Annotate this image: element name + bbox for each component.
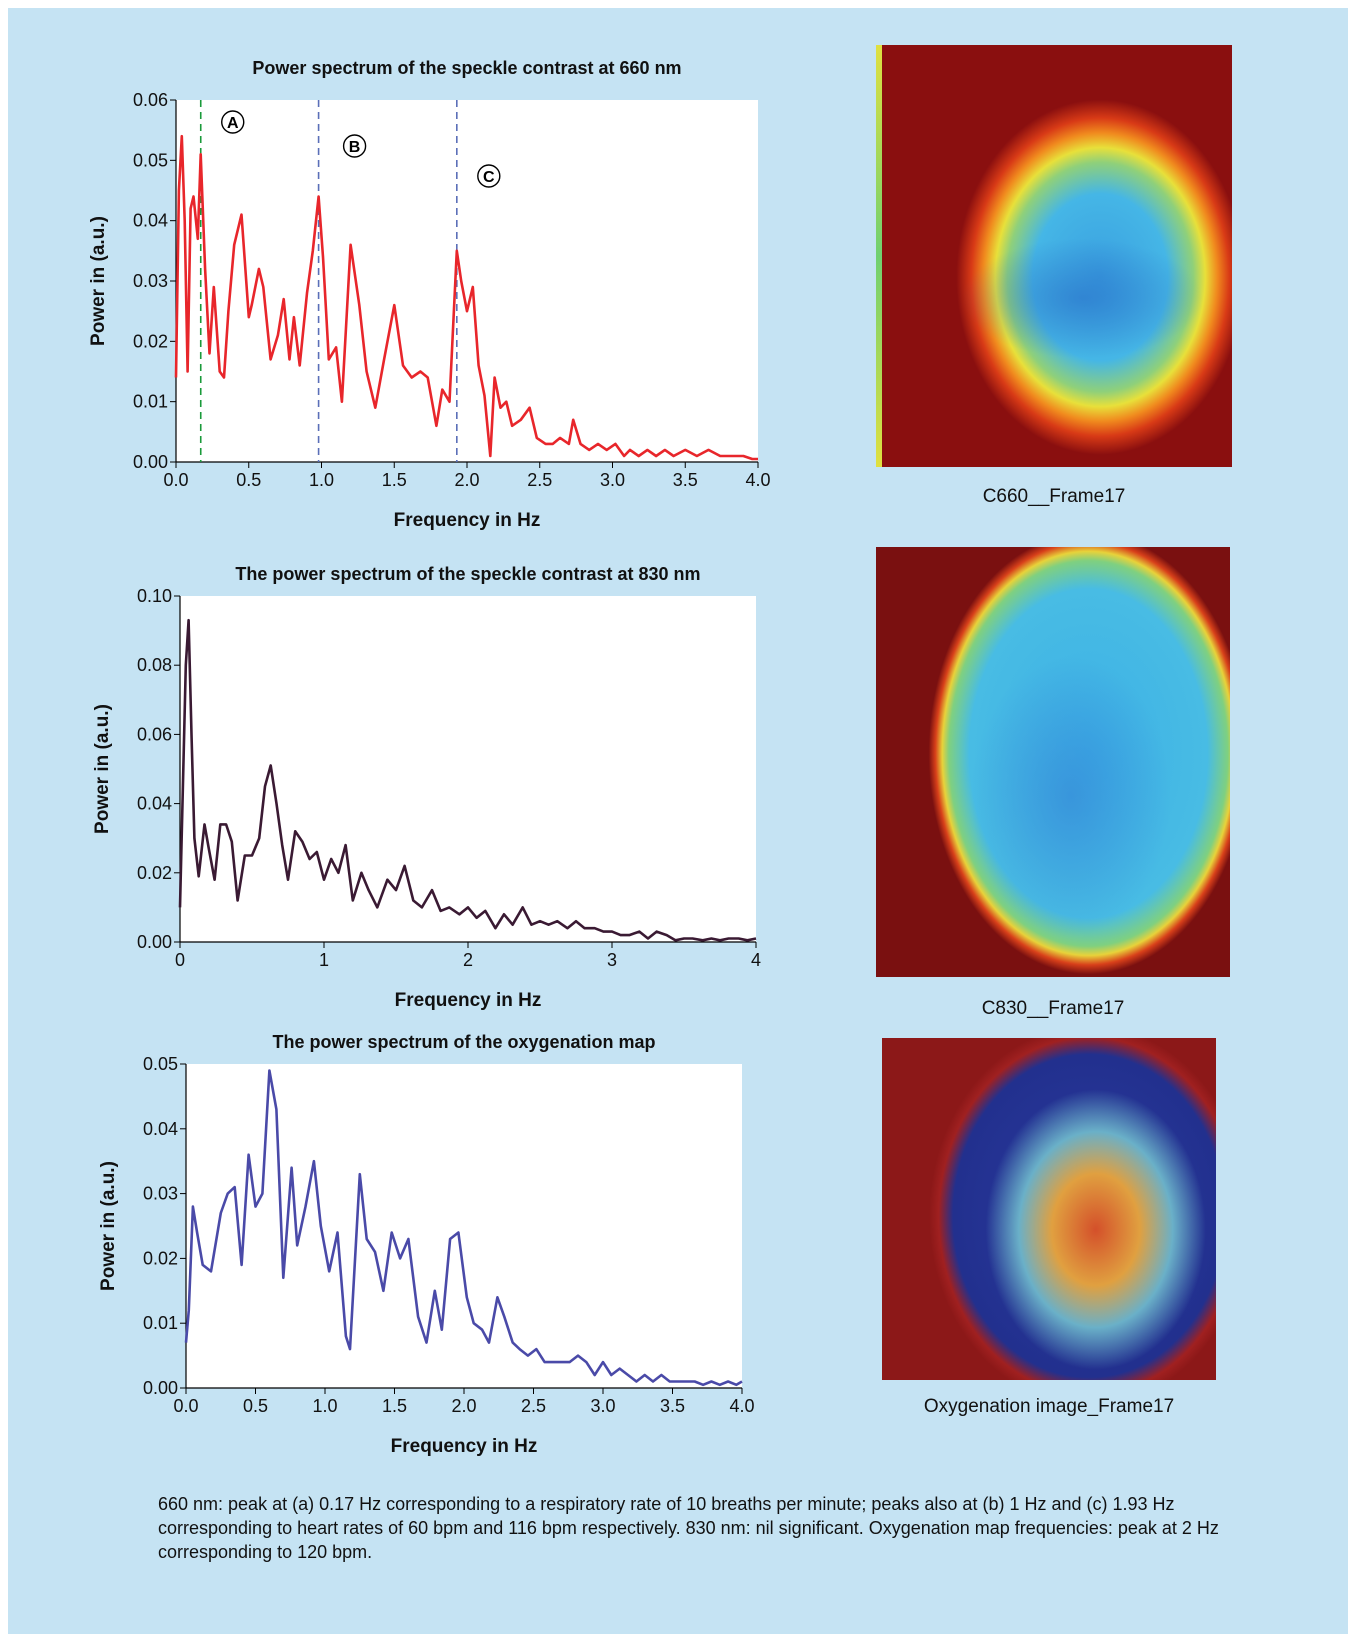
x-tick-label: 2.0: [451, 1396, 476, 1416]
x-tick-label: 1.5: [382, 1396, 407, 1416]
y-tick-label: 0.04: [137, 794, 172, 814]
y-tick-label: 0.04: [133, 211, 168, 231]
x-tick-label: 4.0: [729, 1396, 754, 1416]
y-tick-label: 0.03: [133, 271, 168, 291]
x-tick-label: 0.0: [173, 1396, 198, 1416]
y-axis-label: Power in (a.u.): [98, 1161, 119, 1291]
y-tick-label: 0.00: [133, 452, 168, 472]
marker-circle-c: [477, 164, 501, 188]
marker-circle-a: [221, 110, 245, 134]
y-tick-label: 0.02: [133, 331, 168, 351]
x-tick-label: 1.0: [312, 1396, 337, 1416]
chart-660nm: Power spectrum of the speckle contrast a…: [88, 58, 771, 531]
c830-image-label: C830__Frame17: [981, 998, 1125, 1019]
y-tick-label: 0.01: [133, 392, 168, 412]
x-tick-label: 2.0: [454, 470, 479, 490]
y-tick-label: 0.00: [137, 932, 172, 952]
y-tick-label: 0.03: [143, 1184, 178, 1204]
chart-title: Power spectrum of the speckle contrast a…: [252, 58, 681, 78]
marker-circle-b: [342, 134, 367, 158]
x-tick-label: 4.0: [745, 470, 770, 490]
series-line: [178, 618, 757, 942]
y-tick-label: 0.04: [143, 1119, 178, 1139]
plot-area: [180, 596, 756, 942]
series-line: [184, 1069, 743, 1387]
oxygenation-image-label: Oxygenation image_Frame17: [923, 1396, 1175, 1417]
x-tick-label: 3.5: [673, 470, 698, 490]
x-axis-label: Frequency in Hz: [395, 990, 542, 1011]
y-tick-label: 0.02: [143, 1248, 178, 1268]
c660-image-label: C660__Frame17: [982, 486, 1126, 507]
y-tick-label: 0.00: [143, 1378, 178, 1398]
x-tick-label: 4: [751, 950, 761, 970]
marker-label-b: B: [349, 139, 361, 156]
chart-oxygenation: The power spectrum of the oxygenation ma…: [98, 1032, 755, 1457]
x-tick-label: 1: [319, 950, 329, 970]
y-axis-label: Power in (a.u.): [92, 704, 113, 834]
x-tick-label: 0: [175, 950, 185, 970]
x-tick-label: 2.5: [527, 470, 552, 490]
series-line: [174, 134, 758, 461]
y-tick-label: 0.05: [133, 150, 168, 170]
y-tick-label: 0.05: [143, 1054, 178, 1074]
oxygenation-heatmap-image: [882, 1038, 1216, 1380]
figure-caption: 660 nm: peak at (a) 0.17 Hz correspondin…: [158, 1494, 1219, 1562]
x-tick-label: 3.0: [590, 1396, 615, 1416]
figure-panel: Power spectrum of the speckle contrast a…: [8, 8, 1348, 1634]
y-tick-label: 0.02: [137, 863, 172, 883]
x-axis-label: Frequency in Hz: [391, 1436, 538, 1457]
x-tick-label: 0.0: [163, 470, 188, 490]
x-tick-label: 2.5: [521, 1396, 546, 1416]
chart-title: The power spectrum of the oxygenation ma…: [272, 1032, 655, 1052]
x-tick-label: 0.5: [243, 1396, 268, 1416]
x-tick-label: 3.0: [600, 470, 625, 490]
y-axis-label: Power in (a.u.): [88, 216, 109, 346]
x-tick-label: 1.0: [309, 470, 334, 490]
x-axis-label: Frequency in Hz: [394, 510, 541, 531]
x-tick-label: 3: [607, 950, 617, 970]
x-tick-label: 0.5: [236, 470, 261, 490]
y-tick-label: 0.10: [137, 586, 172, 606]
plot-area: [186, 1064, 742, 1388]
c830-heatmap-image: [876, 547, 1230, 977]
marker-label-a: A: [227, 115, 239, 132]
c660-heatmap-image: [876, 45, 1232, 467]
y-tick-label: 0.06: [137, 724, 172, 744]
plot-area: [176, 100, 758, 462]
x-tick-label: 3.5: [660, 1396, 685, 1416]
chart-title: The power spectrum of the speckle contra…: [235, 564, 700, 584]
chart-830nm: The power spectrum of the speckle contra…: [92, 564, 761, 1011]
y-tick-label: 0.01: [143, 1313, 178, 1333]
x-tick-label: 2: [463, 950, 473, 970]
marker-label-c: C: [483, 169, 495, 186]
y-tick-label: 0.08: [137, 655, 172, 675]
x-tick-label: 1.5: [382, 470, 407, 490]
y-tick-label: 0.06: [133, 90, 168, 110]
